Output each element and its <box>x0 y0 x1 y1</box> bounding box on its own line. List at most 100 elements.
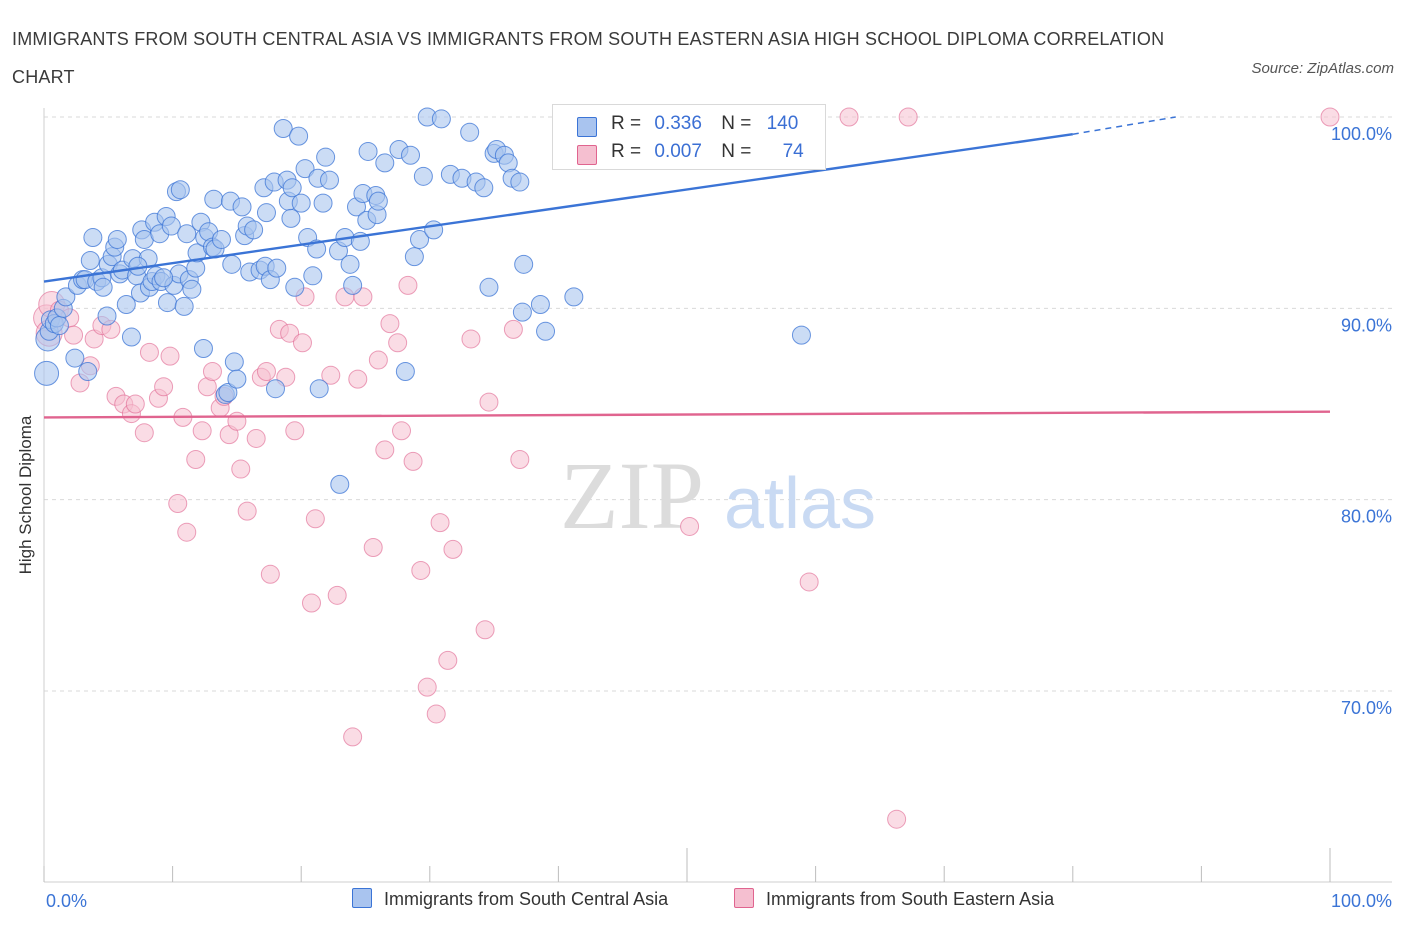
blue-point-46 <box>170 180 190 200</box>
blue-point-8 <box>56 287 76 307</box>
blue-point-15 <box>83 228 103 248</box>
pink-point-30 <box>227 411 247 431</box>
pink-point-52 <box>368 350 388 370</box>
pink-point-61 <box>426 704 446 724</box>
blue-point-110 <box>375 153 395 173</box>
pink-point-44 <box>305 509 325 529</box>
pink-point-31 <box>231 459 251 479</box>
pink-point-18 <box>154 377 174 397</box>
blue-point-13 <box>78 361 98 381</box>
pink-point-75 <box>1320 107 1340 127</box>
blue-point-96 <box>319 170 339 190</box>
blue-point-0 <box>34 360 60 386</box>
series-south-central-asia <box>34 107 811 494</box>
pink-point-35 <box>256 361 276 381</box>
pink-point-74 <box>898 107 918 127</box>
pink-point-53 <box>375 440 395 460</box>
blue-point-14 <box>80 251 100 270</box>
bottom-legend-pink: Immigrants from South Eastern Asia <box>734 888 1054 914</box>
pink-point-70 <box>680 516 700 536</box>
pink-point-39 <box>280 323 300 343</box>
pink-point-56 <box>392 421 412 441</box>
pink-point-32 <box>237 501 257 521</box>
bottom-legend-label-blue: Immigrants from South Central Asia <box>384 889 669 909</box>
pink-point-60 <box>417 677 437 697</box>
blue-point-109 <box>368 191 388 211</box>
pink-point-23 <box>186 449 206 469</box>
blue-point-54 <box>193 339 213 359</box>
watermark-zip: ZIP <box>560 442 704 549</box>
blue-point-41 <box>157 293 177 313</box>
blue-point-19 <box>97 306 117 326</box>
blue-point-60 <box>211 229 231 249</box>
blue-point-101 <box>343 275 363 295</box>
blue-point-112 <box>395 361 415 381</box>
pink-point-45 <box>321 365 341 385</box>
pink-point-24 <box>192 421 212 441</box>
blue-point-115 <box>410 229 430 249</box>
pink-point-19 <box>160 346 180 366</box>
pink-point-63 <box>438 650 458 670</box>
blue-point-119 <box>431 109 451 129</box>
blue-point-48 <box>177 224 197 244</box>
blue-point-124 <box>474 178 494 198</box>
blue-point-6 <box>49 316 69 336</box>
pink-point-49 <box>348 369 368 389</box>
pink-point-26 <box>202 361 222 381</box>
blue-point-94 <box>313 193 333 213</box>
pink-point-33 <box>246 428 266 448</box>
blue-point-65 <box>224 352 244 372</box>
blue-point-100 <box>340 254 360 274</box>
source-note: Source: ZipAtlas.com <box>1251 60 1394 77</box>
pink-point-48 <box>343 727 363 747</box>
pink-point-72 <box>839 107 859 127</box>
blue-point-132 <box>512 302 532 322</box>
legend-r-value-pink: 0.007 <box>654 141 702 162</box>
blue-point-93 <box>309 379 329 399</box>
blue-point-64 <box>222 254 242 274</box>
pink-point-58 <box>403 451 423 471</box>
blue-point-87 <box>291 193 311 213</box>
pink-point-51 <box>363 538 383 557</box>
blue-point-138 <box>154 268 174 288</box>
pink-point-36 <box>260 564 280 584</box>
axes <box>43 108 1392 883</box>
y-tick-label-70: 70.0% <box>1341 698 1392 718</box>
pink-point-40 <box>285 421 305 441</box>
blue-point-75 <box>256 203 276 223</box>
pink-point-73 <box>887 809 907 829</box>
bottom-legend-swatch-blue <box>352 888 372 908</box>
blue-point-42 <box>161 216 181 236</box>
trend-lines <box>43 116 1331 419</box>
blue-point-90 <box>303 266 323 286</box>
blue-point-78 <box>265 379 285 399</box>
blue-point-131 <box>510 172 530 192</box>
blue-point-135 <box>536 321 556 341</box>
blue-point-85 <box>285 277 305 297</box>
watermark-atlas: atlas <box>724 464 876 544</box>
pink-point-67 <box>479 392 499 412</box>
blue-point-118 <box>424 220 444 240</box>
legend-n-value-pink: 74 <box>782 141 804 162</box>
blue-point-88 <box>295 159 315 179</box>
blue-point-134 <box>530 295 550 315</box>
pink-point-57 <box>398 275 418 295</box>
blue-point-91 <box>307 239 327 259</box>
bottom-legend-blue: Immigrants from South Central Asia <box>352 888 668 914</box>
blue-point-116 <box>413 166 433 186</box>
blue-point-27 <box>121 327 141 347</box>
blue-point-114 <box>404 247 424 267</box>
legend-r-value-blue: 0.336 <box>654 113 702 134</box>
blue-point-50 <box>182 279 202 299</box>
blue-point-133 <box>514 254 534 274</box>
pink-point-54 <box>380 314 400 334</box>
blue-point-18 <box>93 277 113 297</box>
bottom-legend-label-pink: Immigrants from South Eastern Asia <box>766 889 1055 909</box>
trend-line-pink <box>43 410 1331 419</box>
blue-point-62 <box>218 383 238 403</box>
bottom-legend-swatch-pink <box>734 888 754 908</box>
pink-point-64 <box>443 539 463 559</box>
blue-point-80 <box>273 118 293 138</box>
legend-n-label-blue: N = <box>721 113 752 134</box>
